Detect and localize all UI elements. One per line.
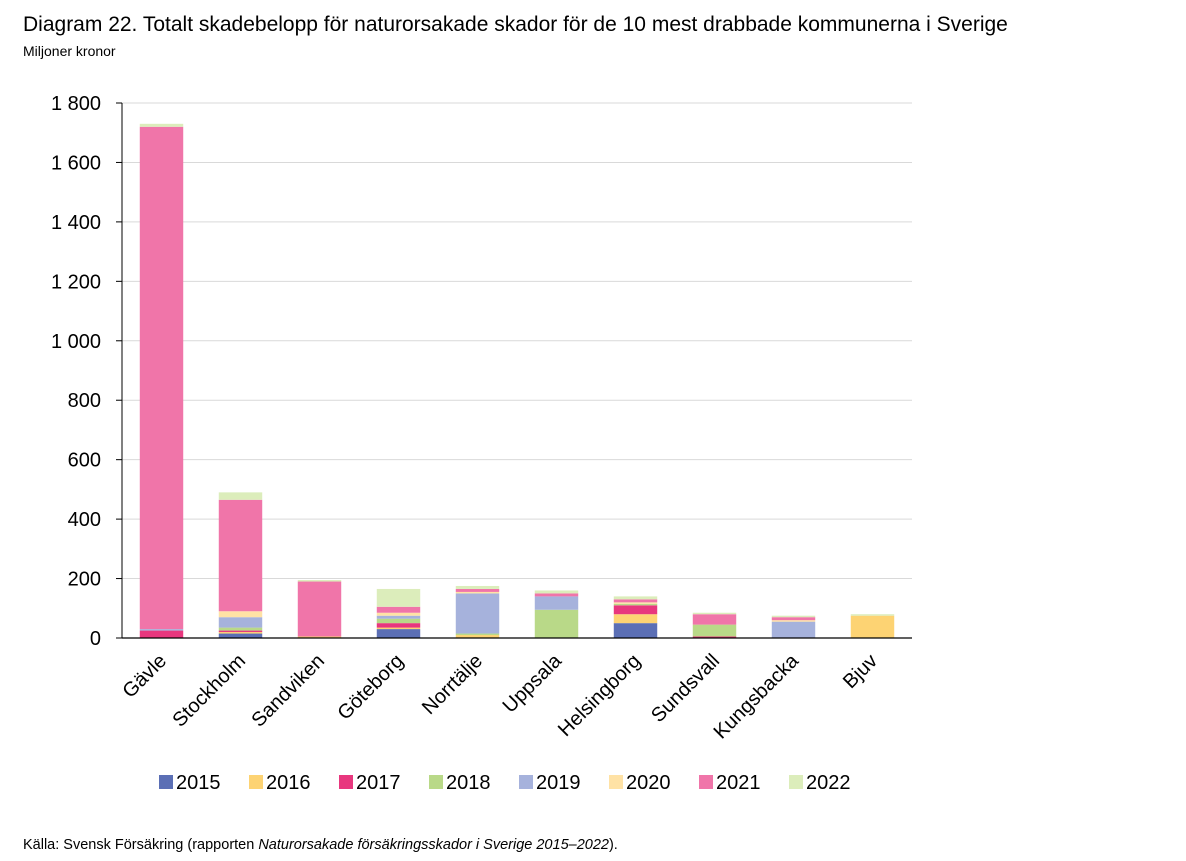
source-suffix: ). [608, 837, 618, 853]
legend-label: 2022 [806, 772, 851, 794]
legend-label: 2021 [716, 772, 761, 794]
bar-segment-2020 [771, 620, 816, 622]
bar-segment-2022 [613, 596, 658, 600]
bar-segment-2022 [455, 585, 500, 589]
bar-segment-2019 [139, 629, 184, 631]
legend-label: 2019 [536, 772, 581, 794]
bar-segment-2020 [218, 611, 263, 618]
legend-label: 2015 [176, 772, 221, 794]
chart-title: Diagram 22. Totalt skadebelopp för natur… [23, 13, 1008, 36]
legend-label: 2018 [446, 772, 491, 794]
bar-segment-2022 [139, 123, 184, 127]
bar-segment-2022 [850, 614, 895, 616]
bar-segment-2021 [455, 588, 500, 592]
legend: 2015 2016 2017 2018 2019 2020 2021 2022 [159, 772, 851, 794]
bars [139, 123, 895, 638]
bar-segment-2021 [534, 593, 579, 597]
bar-segment-2016 [455, 635, 500, 638]
bar-segment-2018 [534, 609, 579, 638]
bar-segment-2018 [692, 624, 737, 637]
bar-segment-2019 [455, 593, 500, 634]
bar-segment-2020 [613, 602, 658, 604]
x-tick-label: Sundsvall [647, 650, 724, 727]
legend-label: 2020 [626, 772, 671, 794]
source-prefix: Källa: Svensk Försäkring (rapporten [23, 837, 259, 853]
bar-segment-2020 [376, 612, 421, 616]
legend-swatch [699, 775, 713, 789]
bar-segment-2022 [692, 612, 737, 615]
x-tick-label: Gävle [119, 650, 172, 703]
y-tick-label: 1 800 [51, 93, 101, 115]
y-tick-labels: 1 800 1 600 1 400 1 200 1 000 800 600 400 200 0 [51, 93, 101, 650]
legend-swatch [789, 775, 803, 789]
bar-segment-2022 [534, 590, 579, 594]
gridlines [122, 102, 912, 580]
bar-segment-2022 [297, 580, 342, 582]
source-report-title: Naturorsakade försäkringsskador i Sverig… [258, 837, 609, 853]
bar-segment-2015 [613, 623, 658, 638]
bar-segment-2018 [376, 618, 421, 624]
legend-swatch [609, 775, 623, 789]
legend-label: 2016 [266, 772, 311, 794]
legend-swatch [249, 775, 263, 789]
bar-segment-2021 [218, 499, 263, 612]
bar-segment-2019 [534, 596, 579, 610]
bar-segment-2017 [139, 630, 184, 638]
bar-segment-2018 [613, 603, 658, 606]
bar-segment-2015 [218, 633, 263, 638]
bar-segment-2019 [376, 615, 421, 619]
bar-segment-2018 [455, 633, 500, 636]
y-tick-label: 800 [68, 390, 101, 412]
stacked-bar-chart: 1 800 1 600 1 400 1 200 1 000 800 600 400 200 0 G… [51, 93, 912, 794]
axes [116, 102, 912, 639]
legend-swatch [429, 775, 443, 789]
bar-segment-2022 [376, 588, 421, 607]
bar-segment-2017 [692, 636, 737, 638]
bar-segment-2016 [297, 636, 342, 638]
bar-segment-2021 [613, 599, 658, 603]
bar-segment-2021 [139, 126, 184, 630]
legend-label: 2017 [356, 772, 401, 794]
bar-segment-2017 [218, 630, 263, 633]
y-tick-label: 1 200 [51, 271, 101, 293]
bar-segment-2018 [218, 627, 263, 631]
bar-segment-2016 [218, 632, 263, 634]
legend-swatch [339, 775, 353, 789]
bar-segment-2021 [771, 617, 816, 621]
bar-segment-2015 [376, 629, 421, 638]
source-note: Källa: Svensk Försäkring (rapporten Natu… [23, 836, 618, 854]
x-tick-label: Sandviken [247, 650, 329, 732]
x-tick-label: Kungsbacka [710, 649, 804, 743]
bar-segment-2022 [218, 492, 263, 500]
bar-segment-2017 [613, 605, 658, 615]
bar-segment-2016 [613, 614, 658, 624]
legend-swatch [159, 775, 173, 789]
legend-swatch [519, 775, 533, 789]
bar-segment-2019 [771, 621, 816, 638]
bar-segment-2019 [218, 617, 263, 628]
bar-segment-2017 [376, 623, 421, 628]
y-tick-label: 1 000 [51, 331, 101, 353]
x-tick-label: Stockholm [168, 650, 250, 732]
bar-segment-2016 [376, 627, 421, 630]
bar-segment-2020 [455, 591, 500, 594]
x-tick-label: Norrtälje [418, 650, 487, 719]
x-tick-label: Uppsala [499, 649, 567, 717]
bar-segment-2016 [850, 615, 895, 638]
chart-subtitle: Miljoner kronor [23, 43, 116, 59]
x-tick-label: Helsingborg [554, 650, 645, 741]
y-tick-label: 0 [90, 628, 101, 650]
x-tick-label: Bjuv [839, 650, 882, 693]
bar-segment-2021 [376, 606, 421, 613]
y-tick-label: 1 600 [51, 152, 101, 174]
y-tick-label: 200 [68, 569, 101, 591]
bar-segment-2021 [692, 614, 737, 625]
bar-segment-2022 [771, 615, 816, 618]
bar-segment-2021 [297, 581, 342, 637]
y-tick-label: 400 [68, 509, 101, 531]
y-tick-label: 1 400 [51, 212, 101, 234]
y-tick-label: 600 [68, 450, 101, 472]
x-tick-label: Göteborg [334, 650, 409, 725]
